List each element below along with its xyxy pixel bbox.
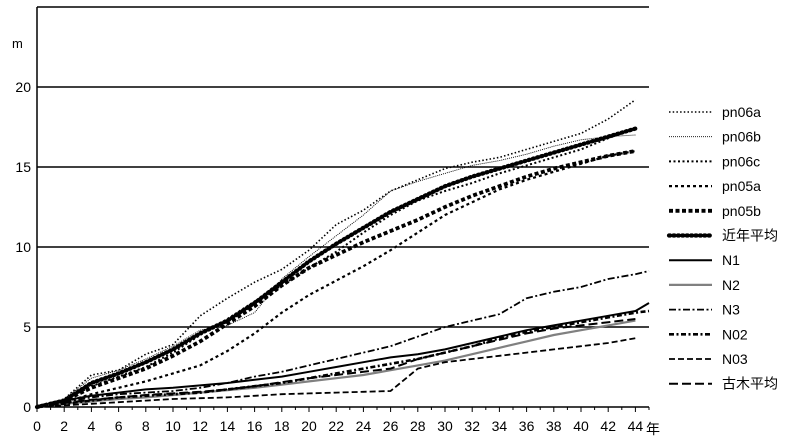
series-lines (34, 99, 650, 410)
x-tick-label: 4 (88, 418, 96, 434)
x-tick-label: 32 (464, 418, 480, 434)
x-tick-label: 44 (628, 418, 644, 434)
x-tick-label: 26 (383, 418, 399, 434)
series-line-10 (36, 337, 636, 408)
legend-label: pn06a (722, 104, 761, 120)
legend-label: 古木平均 (722, 376, 778, 392)
series-line-6 (36, 302, 650, 408)
legend-label: pn05b (722, 203, 761, 219)
series-line-4 (36, 149, 636, 409)
legend-label: pn05a (722, 178, 761, 194)
x-tick-label: 22 (328, 418, 344, 434)
series-line-8 (36, 270, 650, 408)
y-tick-label: 15 (15, 159, 31, 175)
y-axis: 0 5 10 15 20 (15, 7, 38, 415)
x-tick-label: 34 (492, 418, 508, 434)
x-tick-label: 20 (301, 418, 317, 434)
x-tick-label: 14 (220, 418, 236, 434)
grid-lines (37, 6, 649, 328)
x-tick-label: 38 (546, 418, 562, 434)
series-line-3 (36, 149, 636, 409)
x-tick-label: 30 (437, 418, 453, 434)
series-line-5 (34, 126, 638, 410)
y-tick-label: 20 (15, 79, 31, 95)
x-tick-label: 40 (573, 418, 589, 434)
x-tick-label: 18 (274, 418, 290, 434)
series-line-1 (36, 134, 636, 408)
legend-label: N1 (722, 252, 740, 268)
legend: pn06a pn06b pn06c pn05a pn05b 近年平均 N1 N2 N3 N02 N0… (666, 104, 778, 392)
series-line-11 (36, 318, 636, 408)
x-axis: 0 2 4 6 8 10 12 14 16 18 20 22 24 26 28 30 32 34 36 38 40 42 4… (33, 406, 650, 434)
x-tick-label: 6 (115, 418, 123, 434)
legend-label: 近年平均 (722, 228, 778, 244)
x-tick-label: 12 (192, 418, 208, 434)
legend-label: N2 (722, 277, 740, 293)
y-axis-label: m (12, 36, 23, 51)
x-tick-label: 16 (247, 418, 263, 434)
legend-label: N02 (722, 326, 748, 342)
series-line-7 (36, 319, 636, 409)
legend-label: N3 (722, 302, 740, 318)
y-tick-label: 0 (23, 399, 31, 415)
x-tick-label: 24 (356, 418, 372, 434)
series-line-2 (36, 127, 636, 408)
x-tick-label: 10 (165, 418, 181, 434)
legend-label: pn06c (722, 153, 760, 169)
y-tick-label: 5 (23, 319, 31, 335)
x-tick-label: 36 (519, 418, 535, 434)
x-tick-label: 42 (600, 418, 616, 434)
x-tick-label: 8 (142, 418, 150, 434)
x-tick-label: 2 (60, 418, 68, 434)
x-axis-label: 年 (646, 421, 660, 437)
y-tick-label: 10 (15, 239, 31, 255)
legend-label: N03 (722, 351, 748, 367)
legend-label: pn06b (722, 129, 761, 145)
x-tick-label: 28 (410, 418, 426, 434)
x-tick-label: 0 (33, 418, 41, 434)
